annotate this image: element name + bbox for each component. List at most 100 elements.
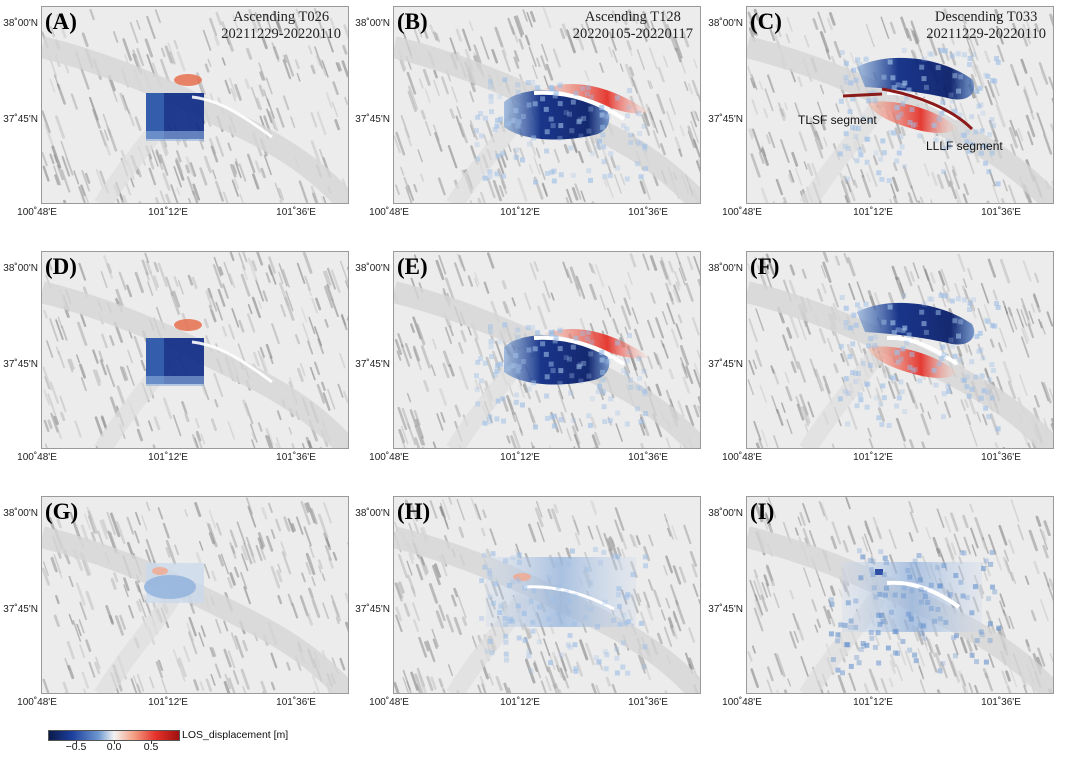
displacement-field xyxy=(146,319,273,386)
displacement-field xyxy=(146,74,273,141)
map-canvas xyxy=(747,7,1053,203)
date-range: 20220105-20220117 xyxy=(572,26,693,43)
latitude-tick-label: 38˚00'N xyxy=(355,263,390,274)
latitude-tick-label: 38˚00'N xyxy=(708,263,743,274)
lllf-fault-trace xyxy=(881,87,974,131)
latitude-tick-label: 37˚45'N xyxy=(3,604,38,615)
map-frame xyxy=(393,496,701,694)
latitude-tick-label: 38˚00'N xyxy=(3,508,38,519)
longitude-tick-label: 101˚36'E xyxy=(628,697,668,708)
longitude-tick-label: 101˚36'E xyxy=(628,452,668,463)
map-panel: (B) Ascending T128 20220105-20220117 xyxy=(393,6,701,204)
longitude-tick-label: 101˚36'E xyxy=(276,452,316,463)
decorrelation-pixels xyxy=(474,322,649,430)
map-panel: (C) Descending T033 20211229-20220110 TLSF … xyxy=(746,6,1054,204)
map-canvas xyxy=(42,7,348,203)
map-panel: (G) xyxy=(41,496,349,694)
map-canvas xyxy=(394,497,700,693)
latitude-tick-label: 37˚45'N xyxy=(355,604,390,615)
tlsf-fault-trace xyxy=(842,92,883,98)
decorrelation-pixels xyxy=(479,547,649,676)
panel-letter: (G) xyxy=(45,499,79,524)
longitude-tick-label: 101˚12'E xyxy=(500,697,540,708)
latitude-tick-label: 37˚45'N xyxy=(708,359,743,370)
colorbar-tickmark-neg xyxy=(76,741,77,744)
latitude-tick-label: 38˚00'N xyxy=(355,508,390,519)
colorbar-tickmark-pos xyxy=(151,741,152,744)
longitude-tick-label: 100˚48'E xyxy=(722,697,762,708)
latitude-tick-label: 37˚45'N xyxy=(708,114,743,125)
map-frame xyxy=(41,251,349,449)
map-panel: (F) xyxy=(746,251,1054,449)
track-name: Ascending T026 xyxy=(233,9,330,25)
panel-letter: (B) xyxy=(397,9,428,34)
longitude-tick-label: 101˚12'E xyxy=(853,207,893,218)
decorrelation-pixels xyxy=(837,292,1001,432)
longitude-tick-label: 101˚36'E xyxy=(276,697,316,708)
latitude-tick-label: 38˚00'N xyxy=(3,18,38,29)
decorrelation-pixels xyxy=(474,77,649,185)
longitude-tick-label: 101˚12'E xyxy=(853,452,893,463)
longitude-tick-label: 101˚12'E xyxy=(500,452,540,463)
date-range: 20211229-20220110 xyxy=(926,26,1046,43)
panel-letter: (E) xyxy=(397,254,428,279)
latitude-tick-label: 37˚45'N xyxy=(3,359,38,370)
map-frame xyxy=(393,6,701,204)
decorrelation-pixels xyxy=(828,548,1002,676)
panel-letter: (A) xyxy=(45,9,77,34)
track-name: Descending T033 xyxy=(934,9,1038,25)
latitude-tick-label: 37˚45'N xyxy=(708,604,743,615)
map-frame xyxy=(41,496,349,694)
longitude-tick-label: 101˚36'E xyxy=(276,207,316,218)
longitude-tick-label: 101˚12'E xyxy=(148,452,188,463)
longitude-tick-label: 101˚36'E xyxy=(981,207,1021,218)
map-frame xyxy=(746,496,1054,694)
map-canvas xyxy=(747,497,1053,693)
map-canvas xyxy=(394,252,700,448)
map-canvas xyxy=(747,252,1053,448)
displacement-field xyxy=(504,328,649,385)
displacement-field xyxy=(144,563,204,603)
map-frame xyxy=(393,251,701,449)
map-panel: (A) Ascending T026 20211229-20220110 xyxy=(41,6,349,204)
longitude-tick-label: 101˚12'E xyxy=(148,697,188,708)
map-frame xyxy=(41,6,349,204)
date-range: 20211229-20220110 xyxy=(221,26,341,43)
decorrelation-pixels xyxy=(837,47,1001,187)
map-frame xyxy=(746,6,1054,204)
longitude-tick-label: 101˚36'E xyxy=(628,207,668,218)
map-panel: (H) xyxy=(393,496,701,694)
latitude-tick-label: 38˚00'N xyxy=(355,18,390,29)
map-panel: (I) xyxy=(746,496,1054,694)
colorbar-tickmark-zero xyxy=(114,741,115,744)
map-panel: (E) xyxy=(393,251,701,449)
longitude-tick-label: 100˚48'E xyxy=(17,452,57,463)
map-canvas xyxy=(42,252,348,448)
longitude-tick-label: 101˚36'E xyxy=(981,697,1021,708)
colorbar-label: LOS_displacement [m] xyxy=(182,729,289,741)
latitude-tick-label: 37˚45'N xyxy=(355,359,390,370)
longitude-tick-label: 100˚48'E xyxy=(369,207,409,218)
terrain-hillshade xyxy=(42,7,348,203)
latitude-tick-label: 38˚00'N xyxy=(708,18,743,29)
lllf-segment-label: LLLF segment xyxy=(926,139,1003,153)
panel-letter: (H) xyxy=(397,499,431,524)
map-frame xyxy=(746,251,1054,449)
panel-letter: (C) xyxy=(750,9,782,34)
longitude-tick-label: 100˚48'E xyxy=(369,697,409,708)
longitude-tick-label: 100˚48'E xyxy=(722,452,762,463)
latitude-tick-label: 38˚00'N xyxy=(3,263,38,274)
track-name: Ascending T128 xyxy=(584,9,681,25)
latitude-tick-label: 37˚45'N xyxy=(355,114,390,125)
panel-title: Descending T033 20211229-20220110 xyxy=(926,9,1046,44)
panel-letter: (D) xyxy=(45,254,77,279)
panel-letter: (I) xyxy=(750,499,775,524)
latitude-tick-label: 38˚00'N xyxy=(708,508,743,519)
longitude-tick-label: 101˚12'E xyxy=(500,207,540,218)
panel-letter: (F) xyxy=(750,254,780,279)
colorbar-tick-zero: 0.0 xyxy=(106,741,122,753)
longitude-tick-label: 100˚48'E xyxy=(722,207,762,218)
map-canvas xyxy=(42,497,348,693)
longitude-tick-label: 100˚48'E xyxy=(369,452,409,463)
panel-title: Ascending T026 20211229-20220110 xyxy=(221,9,341,44)
